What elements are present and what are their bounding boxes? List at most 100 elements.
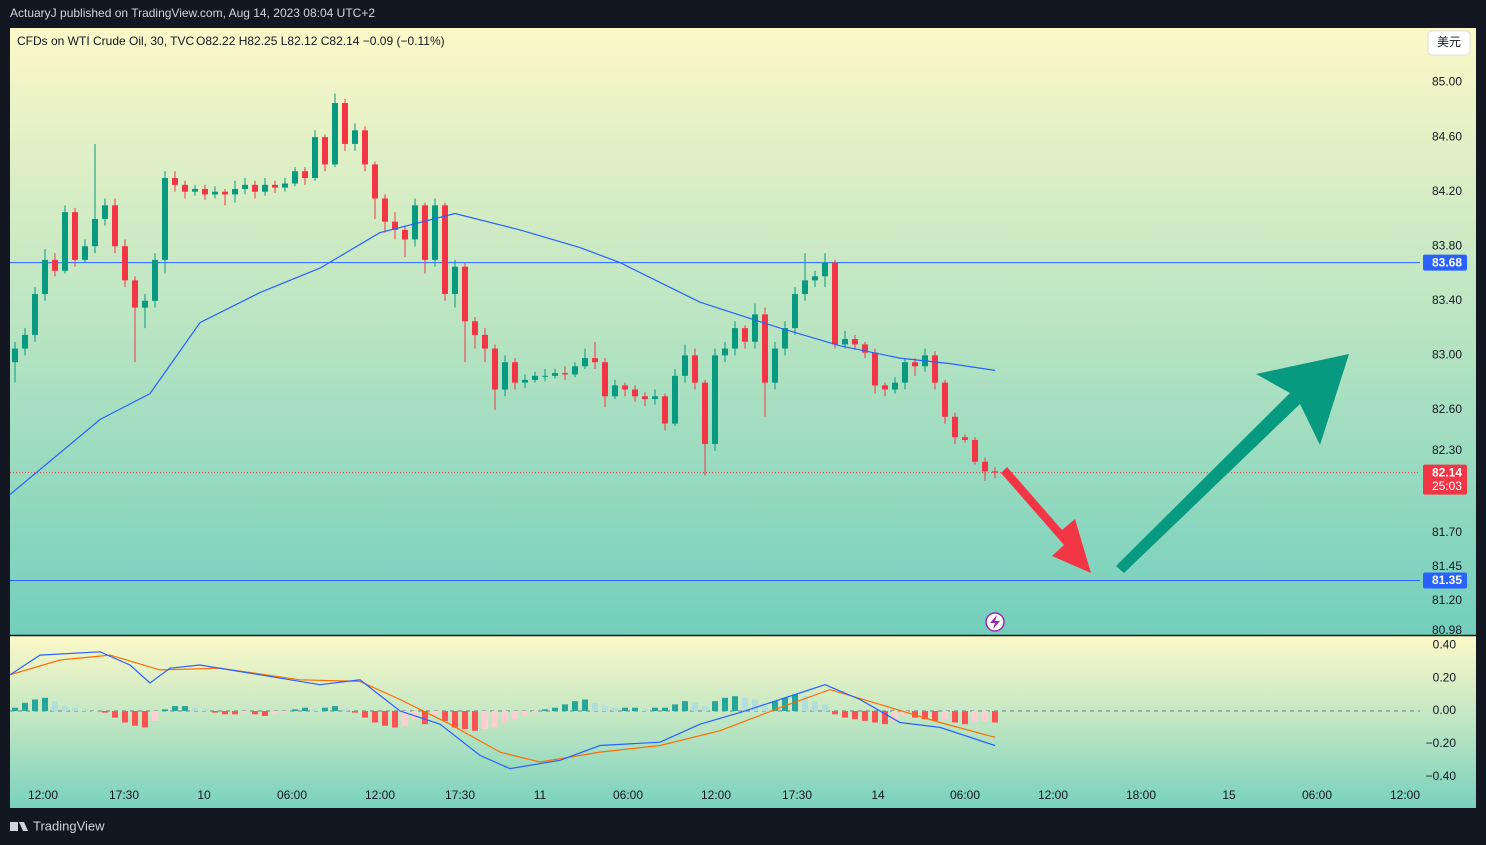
histogram-bar: [872, 711, 878, 723]
y-tick-label: 84.20: [1432, 184, 1462, 198]
candle-body: [312, 137, 318, 179]
countdown: 25:03: [1432, 479, 1462, 493]
histogram-bar: [622, 707, 628, 711]
histogram-bar: [282, 711, 288, 713]
candle-body: [62, 212, 68, 271]
histogram-bar: [822, 704, 828, 711]
candle-body: [812, 276, 818, 281]
candle-body: [472, 321, 478, 335]
histogram-bar: [412, 711, 418, 720]
candle-body: [652, 396, 658, 400]
x-tick-label: 06:00: [277, 788, 307, 802]
candle-body: [122, 246, 128, 281]
candle-body: [392, 221, 398, 230]
currency[interactable]: 美元: [1437, 35, 1461, 49]
histogram-bar: [982, 711, 988, 721]
histogram-bar: [852, 711, 858, 720]
histogram-bar: [22, 702, 28, 711]
histogram-bar: [52, 701, 58, 711]
histogram-bar: [242, 711, 248, 713]
brand-logo: [10, 822, 28, 831]
candle-body: [842, 339, 848, 345]
up-arrow: [1116, 354, 1349, 573]
histogram-bar: [812, 701, 818, 711]
histogram-bar: [92, 711, 98, 712]
candle-body: [432, 205, 438, 260]
candle-body: [782, 328, 788, 349]
histogram-bar: [432, 711, 438, 716]
histogram-bar: [752, 699, 758, 711]
event-icon-bolt: [990, 615, 1000, 629]
price-label: 83.68: [1432, 255, 1462, 269]
candle-body: [682, 355, 688, 376]
candle-body: [872, 352, 878, 386]
x-tick-label: 12:00: [1038, 788, 1068, 802]
histogram-bar: [512, 711, 518, 720]
candle-body: [792, 293, 798, 329]
histogram-bar: [662, 707, 668, 711]
histogram-bar: [972, 711, 978, 723]
candle-body: [162, 178, 168, 260]
candle-body: [822, 262, 828, 277]
candle-body: [632, 389, 638, 397]
histogram-bar: [352, 711, 358, 713]
histogram-bar: [182, 706, 188, 711]
histogram-bar: [12, 707, 18, 711]
candle-body: [152, 259, 158, 301]
x-tick-label: 12:00: [1390, 788, 1420, 802]
histogram-bar: [272, 711, 278, 715]
candle-body: [532, 375, 538, 380]
candle-body: [572, 366, 578, 375]
candle-body: [992, 471, 998, 473]
candle-body: [542, 375, 548, 377]
candle-body: [642, 396, 648, 400]
histogram-bar: [562, 704, 568, 711]
candle-body: [292, 171, 298, 184]
y-tick-label: 83.40: [1432, 293, 1462, 307]
histogram-bar: [42, 697, 48, 711]
candle-body: [562, 373, 568, 375]
histogram-bar: [722, 697, 728, 711]
price-label-box: [1423, 572, 1467, 589]
macd-line: [10, 651, 996, 770]
histogram-bar: [222, 711, 228, 715]
x-tick-label: 10: [197, 788, 211, 802]
candle-body: [402, 229, 408, 240]
histogram-bar: [942, 711, 948, 720]
moving-average: [10, 212, 996, 495]
histogram-bar: [462, 711, 468, 730]
y-tick-label: 0.20: [1433, 670, 1457, 684]
histogram-bar: [162, 709, 168, 711]
candle-body: [242, 184, 248, 189]
histogram-bar: [632, 707, 638, 711]
x-tick-label: 15: [1222, 788, 1236, 802]
candle-body: [962, 437, 968, 440]
candle-body: [492, 348, 498, 390]
price-label: 81.35: [1432, 573, 1462, 587]
currency-button[interactable]: [1427, 30, 1471, 56]
candle-body: [862, 344, 868, 353]
x-tick-label: 06:00: [613, 788, 643, 802]
macd-plot: [10, 651, 1420, 770]
histogram-bar: [262, 711, 268, 716]
histogram-bar: [472, 711, 478, 731]
histogram-bar: [602, 706, 608, 711]
histogram-bar: [362, 711, 368, 718]
publisher: ActuaryJ published on TradingView.com, A…: [10, 6, 375, 20]
histogram-bar: [542, 709, 548, 711]
candle-body: [832, 262, 838, 345]
candle-body: [112, 205, 118, 247]
histogram-bar: [882, 711, 888, 725]
y-tick-label: −0.20: [1426, 736, 1457, 750]
x-tick-label: 18:00: [1126, 788, 1156, 802]
candle-body: [452, 266, 458, 294]
candle-body: [722, 348, 728, 356]
x-tick-label: 11: [534, 788, 547, 802]
histogram-bar: [932, 711, 938, 721]
histogram-bar: [482, 711, 488, 730]
x-tick-label: 06:00: [1302, 788, 1332, 802]
candle-body: [482, 334, 488, 349]
candle-body: [522, 379, 528, 383]
x-tick-label: 06:00: [950, 788, 980, 802]
